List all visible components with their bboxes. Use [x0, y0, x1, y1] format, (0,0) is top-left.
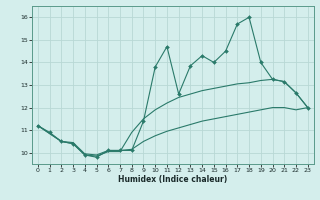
- X-axis label: Humidex (Indice chaleur): Humidex (Indice chaleur): [118, 175, 228, 184]
